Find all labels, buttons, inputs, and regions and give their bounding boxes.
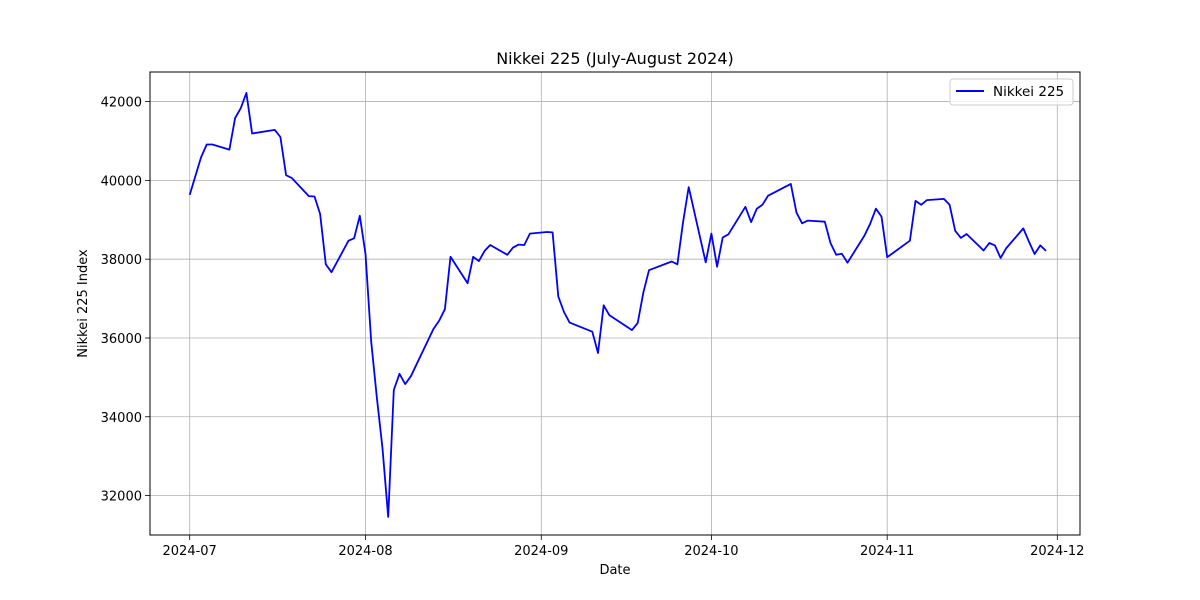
y-axis: 32000 34000 36000 38000 40000 42000 xyxy=(101,96,150,505)
grid xyxy=(150,72,1080,535)
x-tick-label: 2024-10 xyxy=(684,544,738,559)
y-tick-label: 36000 xyxy=(101,332,142,347)
y-tick-label: 40000 xyxy=(101,174,142,189)
x-tick-label: 2024-07 xyxy=(163,544,217,559)
y-axis-label: Nikkei 225 Index xyxy=(76,249,91,358)
x-tick-label: 2024-12 xyxy=(1030,544,1084,559)
x-tick-label: 2024-09 xyxy=(514,544,568,559)
chart-title: Nikkei 225 (July-August 2024) xyxy=(496,49,734,68)
x-axis: 2024-07 2024-08 2024-09 2024-10 2024-11 2024-… xyxy=(163,535,1084,559)
legend-box xyxy=(949,78,1074,106)
legend-label-nikkei-225: Nikkei 225 xyxy=(993,84,1064,100)
legend: Nikkei 225 xyxy=(949,78,1074,106)
x-axis-label: Date xyxy=(599,563,630,578)
plot-area xyxy=(150,72,1080,535)
x-tick-label: 2024-11 xyxy=(860,544,914,559)
plot-frame xyxy=(149,71,1081,536)
y-tick-label: 34000 xyxy=(101,411,142,426)
series-layer xyxy=(188,92,1047,518)
x-tick-label: 2024-08 xyxy=(338,544,392,559)
series-line-nikkei-225 xyxy=(188,92,1047,518)
y-tick-label: 32000 xyxy=(101,490,142,505)
y-tick-label: 42000 xyxy=(101,96,142,111)
y-tick-label: 38000 xyxy=(101,253,142,268)
